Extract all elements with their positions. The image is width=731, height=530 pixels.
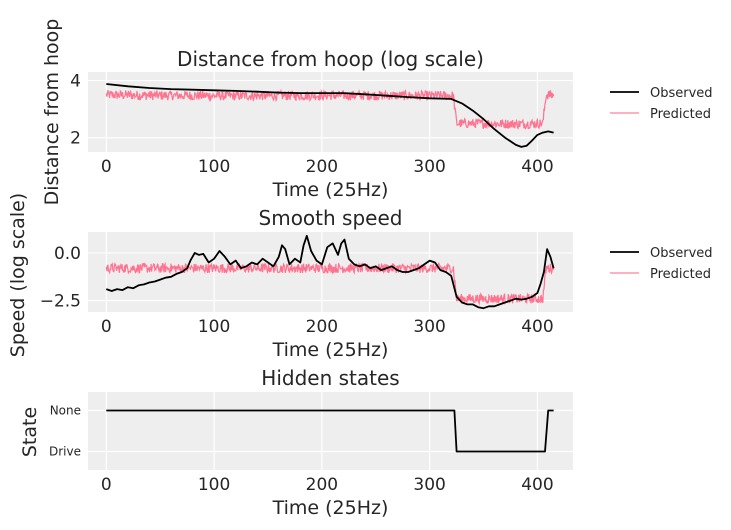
x-tick-label: 400 (521, 157, 553, 177)
x-tick-label: 200 (306, 157, 338, 177)
legend-label-predicted: Predicted (650, 267, 711, 282)
y-axis-label: State (19, 407, 41, 457)
plot-background (88, 72, 573, 152)
legend-label-observed: Observed (650, 86, 713, 101)
legend: Observed Predicted (610, 246, 713, 282)
y-tick-label: Drive (49, 445, 81, 459)
x-tick-label: 200 (306, 317, 338, 337)
x-tick-label: 0 (101, 317, 112, 337)
x-tick-label: 0 (101, 475, 112, 495)
x-tick-label: 100 (198, 475, 230, 495)
x-axis-label: Time (25Hz) (272, 179, 389, 201)
x-tick-label: 200 (306, 475, 338, 495)
panel-1: 0 100 200 300 400 2 4 Distance from hoop (log s… (41, 19, 713, 206)
y-axis-label: Distance from hoop (41, 19, 63, 206)
x-tick-label: 300 (413, 475, 445, 495)
panel-2: 0 100 200 300 400 0.0 −2.5 Smooth speed Time (25… (7, 193, 713, 361)
series-observed-line (106, 83, 554, 148)
series-observed-line (106, 234, 555, 310)
panel-title: Smooth speed (259, 206, 403, 230)
series-observed-line (106, 409, 554, 453)
y-tick-label: 4 (70, 72, 81, 92)
y-tick-label: None (50, 403, 81, 417)
y-tick-label: −2.5 (40, 292, 81, 312)
x-tick-label: 100 (198, 317, 230, 337)
plot-area (105, 83, 555, 148)
x-axis-label: Time (25Hz) (272, 497, 389, 519)
y-axis-label: Speed (log scale) (7, 193, 29, 357)
panel-title: Hidden states (261, 366, 399, 390)
y-tick-label: 2 (70, 129, 81, 149)
plot-area (106, 409, 554, 453)
x-tick-label: 100 (198, 157, 230, 177)
legend: Observed Predicted (610, 86, 713, 122)
x-tick-label: 300 (413, 317, 445, 337)
y-tick-label: 0.0 (54, 244, 81, 264)
plot-area (105, 234, 555, 310)
chart-panels: 0 100 200 300 400 2 4 Distance from hoop (log s… (7, 19, 713, 519)
x-tick-label: 400 (521, 475, 553, 495)
x-axis-label: Time (25Hz) (272, 339, 389, 361)
x-tick-label: 400 (521, 317, 553, 337)
x-tick-label: 0 (101, 157, 112, 177)
legend-label-observed: Observed (650, 246, 713, 261)
panel-title: Distance from hoop (log scale) (177, 47, 484, 71)
x-tick-label: 300 (413, 157, 445, 177)
legend-label-predicted: Predicted (650, 107, 711, 122)
panel-3: 0 100 200 300 400 Drive None Hidden states Time … (19, 366, 573, 519)
plot-background (88, 392, 573, 470)
